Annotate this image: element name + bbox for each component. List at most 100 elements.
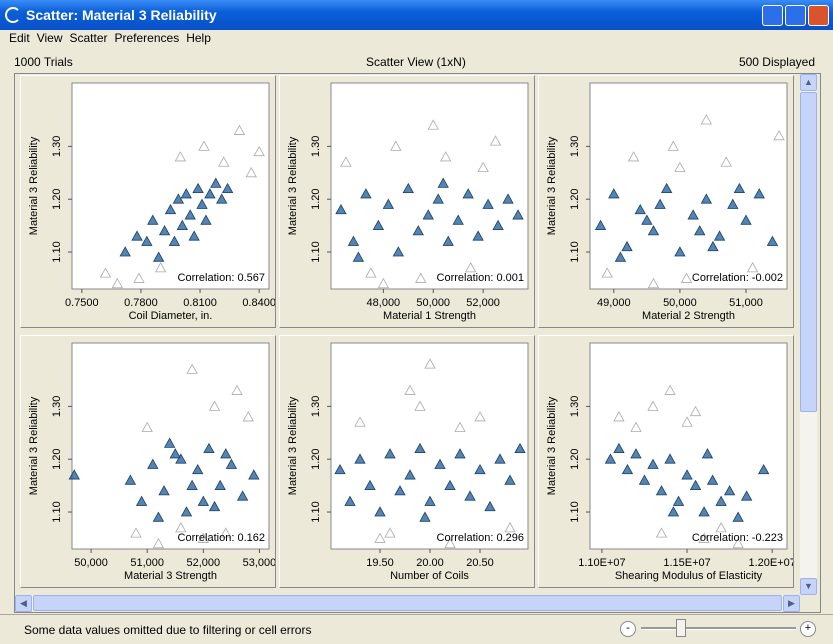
point xyxy=(504,474,516,485)
point xyxy=(198,140,210,151)
point xyxy=(454,448,466,459)
point xyxy=(236,490,249,501)
point xyxy=(242,411,254,422)
point xyxy=(192,182,204,194)
y-axis-label: Material 3 Reliability xyxy=(28,136,40,235)
close-button[interactable] xyxy=(808,5,829,26)
point xyxy=(208,500,221,512)
chart-panel: 1.10 1.20 1.30 50,000 51,000 52,000 53,000 Mate… xyxy=(20,335,276,588)
x-axis-label: Number of Coils xyxy=(390,570,469,582)
y-tick-label: 1.20 xyxy=(569,448,581,469)
scroll-down[interactable]: ▼ xyxy=(800,578,817,595)
point xyxy=(382,198,395,209)
point xyxy=(231,384,243,395)
point xyxy=(621,463,634,475)
point xyxy=(365,267,377,278)
scroll-up[interactable]: ▲ xyxy=(800,74,817,91)
x-axis-label: Material 2 Strength xyxy=(642,310,735,322)
scroll-thumb[interactable] xyxy=(33,595,782,611)
point xyxy=(248,469,260,480)
plot-points xyxy=(604,384,770,549)
correlation-label: Correlation: 0.567 xyxy=(178,272,265,284)
point xyxy=(220,448,232,459)
point xyxy=(700,193,713,204)
menu-item[interactable]: Preferences xyxy=(114,31,180,45)
point xyxy=(753,188,765,199)
plot-area xyxy=(589,342,788,550)
point xyxy=(672,495,685,506)
minimize-button[interactable] xyxy=(762,5,783,26)
view-label: Scatter View (1xN) xyxy=(366,55,466,69)
x-axis-label: Shearing Modulus of Elasticity xyxy=(615,570,763,582)
menu-item[interactable]: View xyxy=(36,31,63,45)
point xyxy=(634,203,646,215)
menu-item[interactable]: Scatter xyxy=(69,31,108,45)
point xyxy=(158,225,171,236)
y-tick-label: 1.30 xyxy=(569,136,581,157)
zoom-in[interactable]: + xyxy=(800,621,816,637)
menu-item[interactable]: Edit xyxy=(9,31,30,45)
zoom-knob[interactable] xyxy=(676,619,686,637)
y-tick-label: 1.10 xyxy=(569,241,581,262)
point xyxy=(766,235,779,246)
point xyxy=(141,421,153,432)
point xyxy=(354,453,366,464)
point xyxy=(647,400,659,411)
point xyxy=(208,400,221,411)
point xyxy=(434,458,446,469)
point xyxy=(233,124,246,135)
chart-panel: 1.10 1.20 1.30 48,000 50,000 52,000 Material 1… xyxy=(279,75,535,328)
zoom-out[interactable]: - xyxy=(620,621,636,637)
point xyxy=(462,188,474,199)
point xyxy=(384,448,396,459)
maximize-button[interactable] xyxy=(785,5,806,26)
y-tick-label: 1.20 xyxy=(310,448,322,469)
point xyxy=(424,358,436,369)
scroll-thumb[interactable] xyxy=(800,92,817,412)
x-tick-label: 51,000 xyxy=(130,557,164,569)
point xyxy=(494,453,506,464)
horizontal-scrollbar[interactable]: ◀ ▶ xyxy=(15,595,800,612)
point xyxy=(419,511,431,522)
y-tick-label: 1.20 xyxy=(51,448,63,469)
point xyxy=(504,522,516,533)
point xyxy=(667,506,680,517)
point xyxy=(180,506,193,517)
point xyxy=(740,214,752,225)
vertical-scrollbar[interactable]: ▲ ▼ xyxy=(800,74,817,595)
point xyxy=(392,246,405,257)
point xyxy=(482,198,494,209)
point xyxy=(163,437,176,448)
scroll-right[interactable]: ▶ xyxy=(783,595,800,612)
point xyxy=(141,235,153,246)
y-tick-label: 1.20 xyxy=(569,188,581,209)
scatter-chart: 1.10 1.20 1.30 50,000 51,000 52,000 53,000 Mate… xyxy=(28,342,275,582)
x-tick-label: 53,000 xyxy=(243,557,275,569)
point xyxy=(454,421,466,432)
point xyxy=(124,474,137,485)
scroll-left[interactable]: ◀ xyxy=(15,595,32,612)
point xyxy=(698,506,710,517)
plot-points xyxy=(334,358,526,549)
point xyxy=(713,230,726,241)
point xyxy=(384,527,396,538)
plot-points xyxy=(335,119,524,289)
menu-item[interactable]: Help xyxy=(186,31,211,45)
point xyxy=(360,188,372,199)
x-tick-label: 0.7500 xyxy=(65,297,99,309)
zoom-slider[interactable] xyxy=(641,627,796,630)
plot-points xyxy=(594,114,785,289)
point xyxy=(674,161,686,172)
x-tick-label: 50,000 xyxy=(416,297,450,309)
point xyxy=(174,151,187,162)
point xyxy=(158,485,170,496)
point xyxy=(402,182,414,194)
chart-panel: 1.10 1.20 1.30 0.7500 0.7800 0.8100 0.8400 Coil… xyxy=(20,75,276,328)
correlation-label: Correlation: -0.002 xyxy=(692,272,783,284)
point xyxy=(414,442,426,454)
point xyxy=(404,469,416,480)
point xyxy=(474,411,486,422)
point xyxy=(347,235,360,246)
